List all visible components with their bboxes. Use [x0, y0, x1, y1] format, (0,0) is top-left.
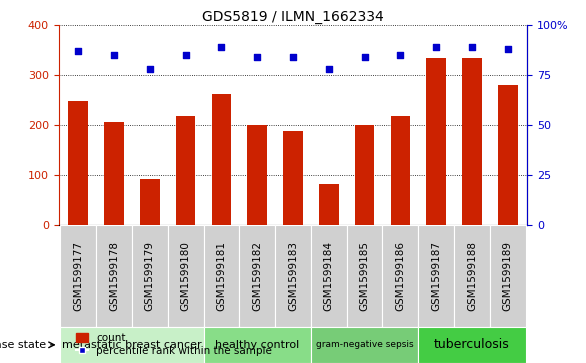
Bar: [311, 225, 347, 327]
Point: [253, 54, 262, 60]
Bar: [104, 122, 124, 225]
Bar: [418, 225, 454, 327]
Bar: [355, 125, 374, 225]
Point: [503, 46, 512, 52]
Text: gram-negative sepsis: gram-negative sepsis: [316, 340, 413, 349]
Point: [431, 44, 441, 50]
Text: GSM1599180: GSM1599180: [180, 241, 190, 311]
Point: [181, 52, 190, 58]
Bar: [203, 225, 239, 327]
Bar: [490, 225, 526, 327]
Text: GSM1599182: GSM1599182: [252, 241, 262, 311]
Point: [74, 48, 83, 54]
Bar: [176, 116, 196, 225]
Bar: [247, 125, 267, 225]
Text: GSM1599185: GSM1599185: [360, 241, 370, 311]
Bar: [418, 327, 526, 363]
Bar: [454, 225, 490, 327]
Bar: [319, 184, 339, 225]
Text: metastatic breast cancer: metastatic breast cancer: [62, 340, 202, 350]
Text: disease state: disease state: [0, 340, 46, 350]
Bar: [390, 116, 410, 225]
Bar: [283, 131, 303, 225]
Title: GDS5819 / ILMN_1662334: GDS5819 / ILMN_1662334: [202, 11, 384, 24]
Text: GSM1599186: GSM1599186: [396, 241, 406, 311]
Text: GSM1599181: GSM1599181: [216, 241, 226, 311]
Text: GSM1599183: GSM1599183: [288, 241, 298, 311]
Bar: [168, 225, 203, 327]
Point: [467, 44, 476, 50]
Point: [110, 52, 119, 58]
Legend: count, percentile rank within the sample: count, percentile rank within the sample: [76, 333, 272, 356]
Text: healthy control: healthy control: [215, 340, 299, 350]
Text: GSM1599187: GSM1599187: [431, 241, 441, 311]
Text: GSM1599188: GSM1599188: [467, 241, 477, 311]
Text: tuberculosis: tuberculosis: [434, 338, 510, 351]
Bar: [426, 58, 446, 225]
Bar: [203, 327, 311, 363]
Bar: [498, 85, 517, 225]
Text: GSM1599178: GSM1599178: [109, 241, 119, 311]
Bar: [69, 101, 88, 225]
Point: [288, 54, 298, 60]
Bar: [383, 225, 418, 327]
Bar: [96, 225, 132, 327]
Bar: [462, 58, 482, 225]
Text: GSM1599179: GSM1599179: [145, 241, 155, 311]
Point: [145, 66, 155, 72]
Text: GSM1599189: GSM1599189: [503, 241, 513, 311]
Bar: [239, 225, 275, 327]
Bar: [212, 94, 231, 225]
Point: [324, 66, 333, 72]
Bar: [347, 225, 383, 327]
Point: [396, 52, 405, 58]
Bar: [311, 327, 418, 363]
Text: GSM1599177: GSM1599177: [73, 241, 83, 311]
Bar: [60, 225, 96, 327]
Bar: [132, 225, 168, 327]
Point: [360, 54, 369, 60]
Text: GSM1599184: GSM1599184: [324, 241, 334, 311]
Bar: [60, 327, 203, 363]
Bar: [140, 179, 160, 225]
Bar: [275, 225, 311, 327]
Point: [217, 44, 226, 50]
